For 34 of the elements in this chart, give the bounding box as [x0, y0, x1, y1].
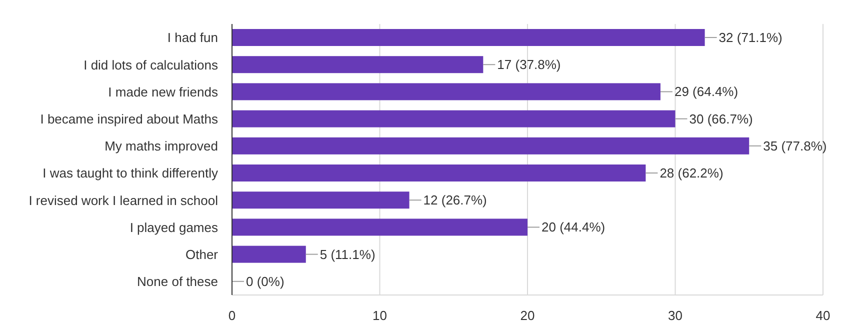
bar	[232, 192, 410, 209]
y-tick-label: I revised work I learned in school	[28, 192, 218, 208]
data-label: 29 (64.4%)	[674, 84, 738, 100]
bar	[232, 83, 660, 100]
bar	[232, 110, 676, 128]
y-tick-label: I did lots of calculations	[84, 57, 218, 72]
x-tick-label: 20	[520, 308, 535, 324]
x-tick-label: 0	[228, 308, 236, 324]
x-tick-label: 10	[372, 308, 387, 324]
y-tick-label: None of these	[137, 274, 218, 290]
data-label: 0 (0%)	[246, 274, 284, 289]
data-label: 5 (11.1%)	[320, 246, 376, 262]
y-tick-label: I had fun	[167, 30, 218, 46]
x-tick-label: 30	[668, 308, 682, 324]
data-label: 32 (71.1%)	[718, 30, 782, 45]
data-label: 17 (37.8%)	[497, 57, 561, 72]
y-tick-label: I made new friends	[108, 84, 218, 100]
bar	[232, 137, 750, 154]
bar	[232, 29, 705, 46]
bar	[232, 164, 646, 182]
bar	[232, 246, 306, 263]
bar	[232, 218, 528, 236]
data-label: 30 (66.7%)	[689, 111, 753, 126]
y-tick-label: Other	[185, 246, 219, 262]
y-tick-label: I played games	[130, 220, 218, 235]
data-label: 35 (77.8%)	[763, 138, 827, 154]
y-tick-label: My maths improved	[104, 138, 218, 154]
bar	[232, 56, 484, 74]
data-label: 12 (26.7%)	[423, 192, 487, 208]
y-tick-label: I became inspired about Maths	[40, 111, 218, 126]
data-label: 20 (44.4%)	[542, 220, 606, 235]
y-tick-label: I was taught to think differently	[42, 166, 218, 181]
x-tick-label: 40	[816, 308, 830, 324]
data-label: 28 (62.2%)	[660, 166, 724, 180]
